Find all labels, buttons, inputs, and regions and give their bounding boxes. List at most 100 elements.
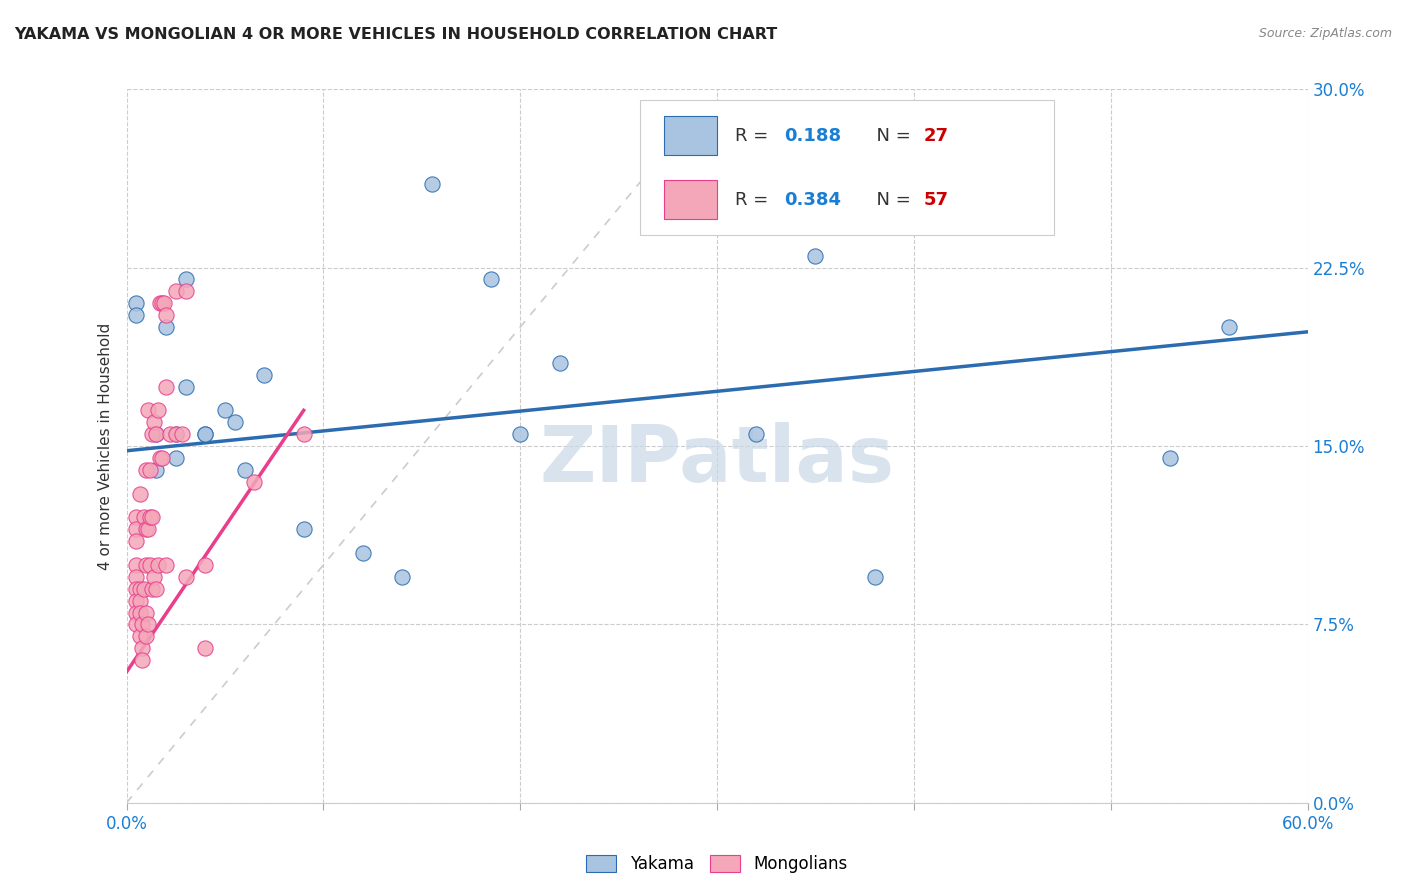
Text: R =: R =	[735, 127, 773, 145]
Text: R =: R =	[735, 191, 773, 209]
Point	[143, 570, 166, 584]
Text: 0.384: 0.384	[785, 191, 841, 209]
Text: YAKAMA VS MONGOLIAN 4 OR MORE VEHICLES IN HOUSEHOLD CORRELATION CHART: YAKAMA VS MONGOLIAN 4 OR MORE VEHICLES I…	[14, 27, 778, 42]
Point	[194, 427, 217, 442]
FancyBboxPatch shape	[664, 116, 717, 155]
Point	[1218, 320, 1240, 334]
Point	[194, 427, 217, 442]
Point	[155, 320, 177, 334]
Point	[136, 617, 159, 632]
Point	[155, 379, 177, 393]
Point	[1159, 450, 1181, 465]
Point	[141, 427, 163, 442]
Point	[150, 450, 173, 465]
Point	[155, 558, 177, 572]
Point	[149, 450, 172, 465]
Point	[170, 427, 193, 442]
Point	[135, 522, 157, 536]
Point	[745, 427, 768, 442]
Point	[134, 582, 156, 596]
Point	[125, 570, 148, 584]
FancyBboxPatch shape	[664, 180, 717, 219]
Point	[136, 403, 159, 417]
Point	[143, 415, 166, 429]
Point	[139, 463, 162, 477]
Point	[292, 427, 315, 442]
Point	[129, 606, 152, 620]
Point	[131, 641, 153, 656]
Point	[125, 558, 148, 572]
Point	[136, 522, 159, 536]
Point	[125, 522, 148, 536]
Text: 57: 57	[924, 191, 949, 209]
Point	[224, 415, 246, 429]
Point	[139, 558, 162, 572]
Point	[146, 403, 169, 417]
Point	[141, 510, 163, 524]
Point	[420, 178, 443, 192]
Point	[479, 272, 502, 286]
Point	[174, 379, 197, 393]
Point	[159, 427, 181, 442]
Point	[125, 582, 148, 596]
Point	[194, 641, 217, 656]
Point	[141, 582, 163, 596]
Point	[165, 427, 187, 442]
Point	[125, 296, 148, 310]
Point	[129, 582, 152, 596]
Point	[129, 486, 152, 500]
Point	[863, 570, 886, 584]
Point	[145, 582, 167, 596]
Point	[214, 403, 236, 417]
Point	[509, 427, 531, 442]
Point	[153, 296, 176, 310]
Point	[135, 463, 157, 477]
Point	[253, 368, 276, 382]
Text: N =: N =	[865, 127, 917, 145]
Point	[174, 272, 197, 286]
Point	[292, 522, 315, 536]
Point	[194, 558, 217, 572]
Text: N =: N =	[865, 191, 917, 209]
Point	[135, 606, 157, 620]
Legend: Yakama, Mongolians: Yakama, Mongolians	[579, 848, 855, 880]
Point	[165, 427, 187, 442]
Point	[134, 510, 156, 524]
Point	[174, 285, 197, 299]
Point	[174, 570, 197, 584]
Point	[131, 653, 153, 667]
Y-axis label: 4 or more Vehicles in Household: 4 or more Vehicles in Household	[98, 322, 114, 570]
Point	[165, 285, 187, 299]
Text: ZIPatlas: ZIPatlas	[540, 422, 894, 499]
Point	[145, 427, 167, 442]
Point	[131, 617, 153, 632]
FancyBboxPatch shape	[640, 100, 1053, 235]
Point	[125, 308, 148, 322]
Point	[804, 249, 827, 263]
Point	[125, 617, 148, 632]
Point	[146, 558, 169, 572]
Point	[243, 475, 266, 489]
Point	[155, 308, 177, 322]
Point	[125, 593, 148, 607]
Point	[125, 510, 148, 524]
Point	[125, 606, 148, 620]
Point	[135, 629, 157, 643]
Point	[165, 450, 187, 465]
Point	[139, 510, 162, 524]
Point	[125, 534, 148, 549]
Point	[352, 546, 374, 560]
Point	[548, 356, 571, 370]
Point	[145, 463, 167, 477]
Point	[233, 463, 256, 477]
Point	[149, 296, 172, 310]
Point	[135, 558, 157, 572]
Point	[129, 629, 152, 643]
Point	[129, 593, 152, 607]
Text: Source: ZipAtlas.com: Source: ZipAtlas.com	[1258, 27, 1392, 40]
Point	[391, 570, 413, 584]
Point	[150, 296, 173, 310]
Text: 0.188: 0.188	[785, 127, 842, 145]
Point	[145, 427, 167, 442]
Text: 27: 27	[924, 127, 949, 145]
